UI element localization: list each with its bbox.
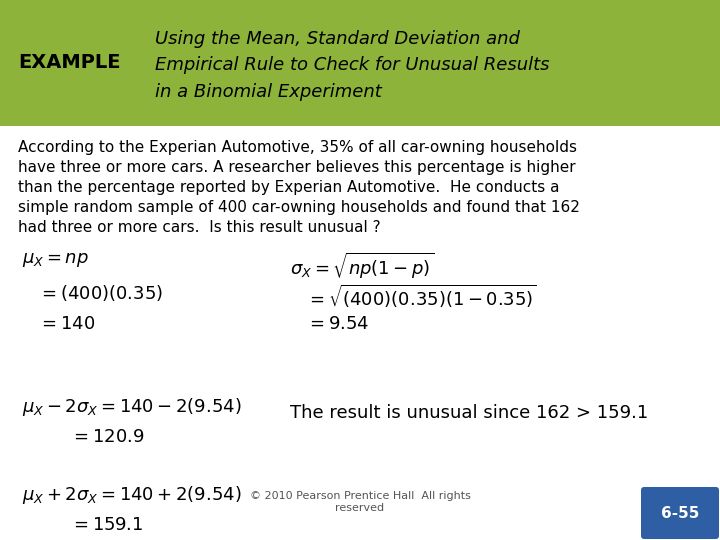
FancyBboxPatch shape [641, 487, 719, 539]
Text: © 2010 Pearson Prentice Hall  All rights
reserved: © 2010 Pearson Prentice Hall All rights … [250, 491, 470, 513]
Text: $= (400)(0.35)$: $= (400)(0.35)$ [38, 283, 163, 303]
Text: According to the Experian Automotive, 35% of all car-owning households: According to the Experian Automotive, 35… [18, 140, 577, 155]
Text: Using the Mean, Standard Deviation and
Empirical Rule to Check for Unusual Resul: Using the Mean, Standard Deviation and E… [155, 30, 549, 101]
Text: $=140$: $=140$ [38, 315, 95, 333]
Text: $= 120.9$: $= 120.9$ [70, 428, 145, 446]
Text: The result is unusual since 162 > 159.1: The result is unusual since 162 > 159.1 [290, 404, 648, 422]
Text: $\sigma_X = \sqrt{np(1-p)}$: $\sigma_X = \sqrt{np(1-p)}$ [290, 251, 434, 281]
Text: $= \sqrt{(400)(0.35)(1-0.35)}$: $= \sqrt{(400)(0.35)(1-0.35)}$ [306, 283, 537, 310]
Text: $\mu_X + 2\sigma_X = 140 + 2(9.54)$: $\mu_X + 2\sigma_X = 140 + 2(9.54)$ [22, 484, 241, 506]
Text: have three or more cars. A researcher believes this percentage is higher: have three or more cars. A researcher be… [18, 160, 575, 175]
Text: $= 159.1$: $= 159.1$ [70, 516, 143, 534]
Text: EXAMPLE: EXAMPLE [18, 53, 120, 72]
Text: 6-55: 6-55 [661, 505, 699, 521]
Text: had three or more cars.  Is this result unusual ?: had three or more cars. Is this result u… [18, 220, 381, 235]
Text: $\mu_X - 2\sigma_X = 140 - 2(9.54)$: $\mu_X - 2\sigma_X = 140 - 2(9.54)$ [22, 396, 241, 418]
FancyBboxPatch shape [0, 0, 720, 126]
Text: simple random sample of 400 car-owning households and found that 162: simple random sample of 400 car-owning h… [18, 200, 580, 215]
Text: $= 9.54$: $= 9.54$ [306, 315, 369, 333]
Text: $\mu_X = np$: $\mu_X = np$ [22, 251, 89, 269]
Text: than the percentage reported by Experian Automotive.  He conducts a: than the percentage reported by Experian… [18, 180, 559, 195]
